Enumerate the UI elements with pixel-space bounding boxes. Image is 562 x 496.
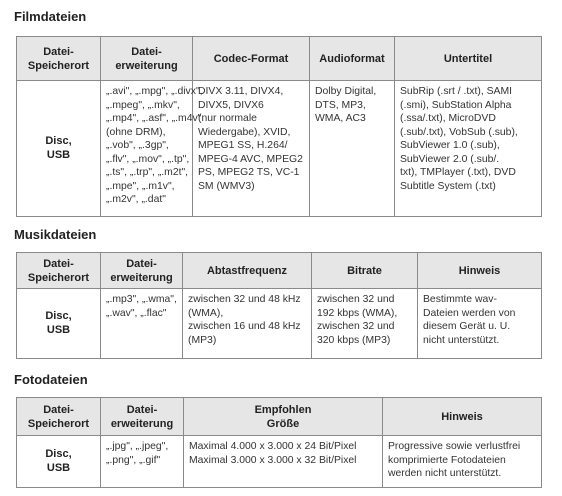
codec-cell: DIVX 3.11, DIVX4, DIVX5, DIVX6 (nur norm… bbox=[192, 80, 310, 217]
header-cell: Datei- erweiterung bbox=[100, 252, 183, 289]
subtitle-cell: SubRip (.srt / .txt), SAMI (.smi), SubSt… bbox=[394, 80, 542, 217]
extension-cell: „.jpg", „.jpeg", „.png", „.gif" bbox=[100, 435, 184, 488]
header-cell: Empfohlen Größe bbox=[183, 397, 383, 436]
film-table: Datei- Speicherort Datei- erweiterung Co… bbox=[16, 36, 542, 217]
header-cell: Datei- erweiterung bbox=[100, 36, 193, 81]
section-title-photo: Fotodateien bbox=[14, 372, 88, 387]
audio-cell: Dolby Digital, DTS, MP3, WMA, AC3 bbox=[309, 80, 395, 217]
photo-table: Datei- Speicherort Datei- erweiterung Em… bbox=[16, 397, 542, 488]
table-row: Disc, USB „.mp3", „.wma", „.wav", „.flac… bbox=[16, 288, 542, 359]
music-table: Datei- Speicherort Datei- erweiterung Ab… bbox=[16, 252, 542, 359]
header-cell: Codec-Format bbox=[192, 36, 310, 81]
section-title-music: Musikdateien bbox=[14, 227, 97, 242]
sample-rate-cell: zwischen 32 und 48 kHz (WMA), zwischen 1… bbox=[182, 288, 312, 359]
header-cell: Datei- Speicherort bbox=[16, 397, 101, 436]
header-cell: Untertitel bbox=[394, 36, 542, 81]
extension-cell: „.avi", „.mpg", „.divx", „.mpeg", „.mkv"… bbox=[100, 80, 203, 217]
header-cell: Bitrate bbox=[311, 252, 418, 289]
table-row: Disc, USB „.jpg", „.jpeg", „.png", „.gif… bbox=[16, 435, 542, 488]
size-cell: Maximal 4.000 x 3.000 x 24 Bit/Pixel Max… bbox=[183, 435, 383, 488]
header-cell: Datei- Speicherort bbox=[16, 252, 101, 289]
location-cell: Disc, USB bbox=[16, 80, 101, 217]
table-header-row: Datei- Speicherort Datei- erweiterung Em… bbox=[16, 397, 542, 436]
table-header-row: Datei- Speicherort Datei- erweiterung Co… bbox=[16, 36, 542, 81]
header-cell: Audioformat bbox=[309, 36, 395, 81]
section-title-film: Filmdateien bbox=[14, 9, 87, 24]
location-cell: Disc, USB bbox=[16, 435, 101, 488]
note-cell: Progressive sowie verlustfrei komprimier… bbox=[382, 435, 542, 488]
note-cell: Bestimmte wav- Dateien werden von diesem… bbox=[417, 288, 542, 359]
header-cell: Abtastfrequenz bbox=[182, 252, 312, 289]
bitrate-cell: zwischen 32 und 192 kbps (WMA), zwischen… bbox=[311, 288, 418, 359]
table-row: Disc, USB „.avi", „.mpg", „.divx", „.mpe… bbox=[16, 80, 542, 217]
header-cell: Datei- Speicherort bbox=[16, 36, 101, 81]
table-header-row: Datei- Speicherort Datei- erweiterung Ab… bbox=[16, 252, 542, 289]
header-cell: Hinweis bbox=[382, 397, 542, 436]
header-cell: Datei- erweiterung bbox=[100, 397, 184, 436]
extension-cell: „.mp3", „.wma", „.wav", „.flac" bbox=[100, 288, 183, 359]
location-cell: Disc, USB bbox=[16, 288, 101, 359]
header-cell: Hinweis bbox=[417, 252, 542, 289]
